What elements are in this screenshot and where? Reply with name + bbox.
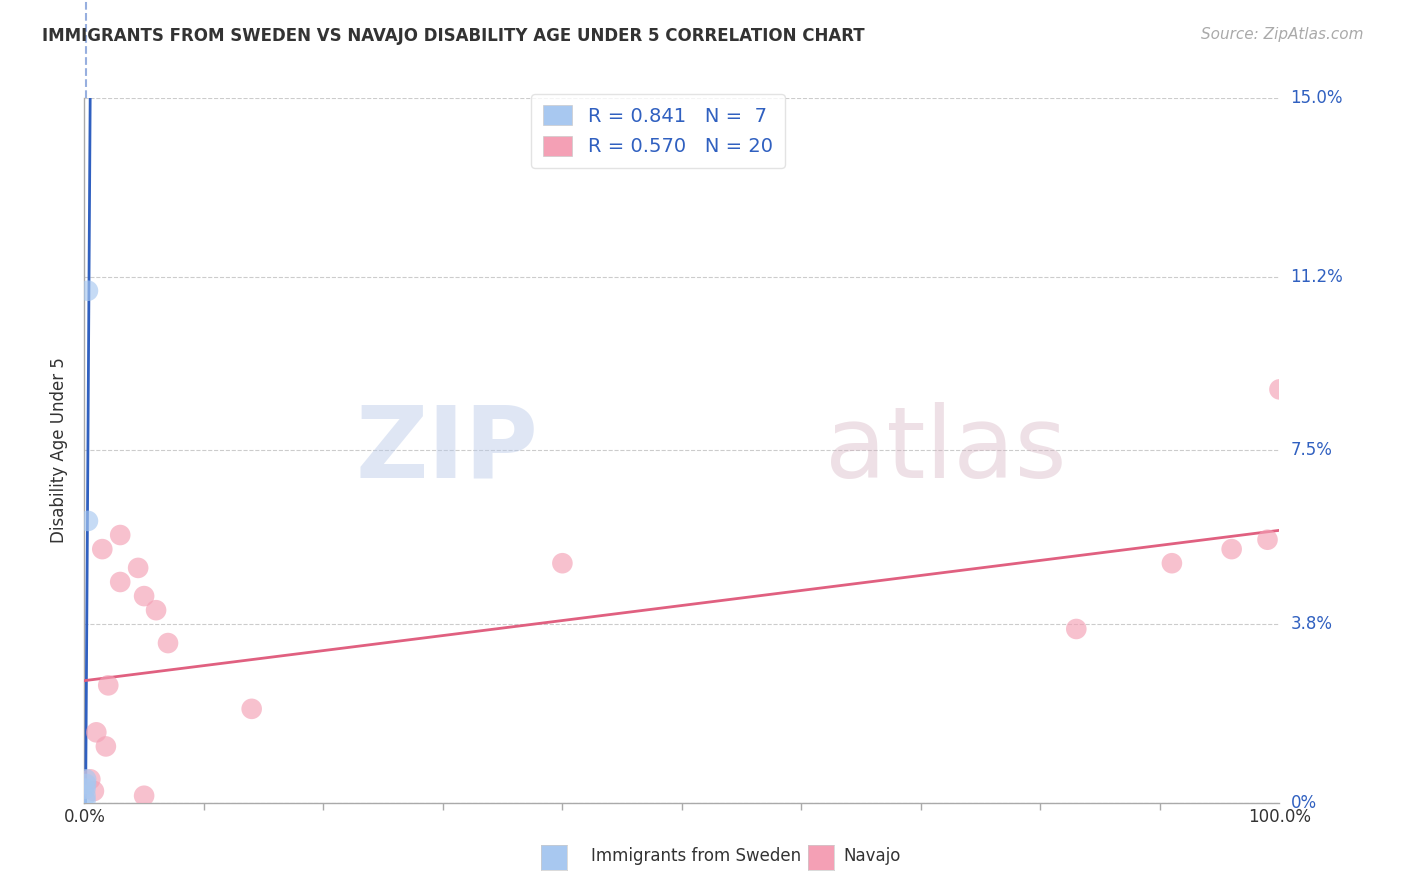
Text: 11.2%: 11.2% [1291,268,1343,285]
Point [94,739,117,754]
Point [132,789,156,803]
Point [91,542,114,557]
Text: Navajo: Navajo [844,847,901,865]
Text: IMMIGRANTS FROM SWEDEN VS NAVAJO DISABILITY AGE UNDER 5 CORRELATION CHART: IMMIGRANTS FROM SWEDEN VS NAVAJO DISABIL… [42,27,865,45]
Text: atlas: atlas [825,402,1067,499]
Point [97,678,120,692]
Text: 0%: 0% [1291,794,1316,812]
Point [1161,556,1184,570]
Point [110,574,132,589]
Point [132,589,156,603]
Point [77,514,100,528]
Point [79,772,101,787]
Point [77,284,100,298]
Point [127,561,149,575]
Text: ZIP: ZIP [356,402,538,499]
Point [1220,542,1243,557]
Point [110,528,132,542]
Point [1268,383,1291,397]
Text: Source: ZipAtlas.com: Source: ZipAtlas.com [1201,27,1364,42]
Legend: R = 0.841   N =  7, R = 0.570   N = 20: R = 0.841 N = 7, R = 0.570 N = 20 [531,94,785,168]
Point [75,777,97,791]
Y-axis label: Disability Age Under 5: Disability Age Under 5 [51,358,69,543]
Point [551,556,574,570]
Text: 7.5%: 7.5% [1291,442,1333,459]
Point [157,636,180,650]
Text: 15.0%: 15.0% [1291,89,1343,107]
Point [75,789,97,803]
Text: Immigrants from Sweden: Immigrants from Sweden [591,847,800,865]
Point [75,793,97,807]
Text: 3.8%: 3.8% [1291,615,1333,633]
Point [83,784,105,798]
Point [1257,533,1279,547]
Point [240,702,263,716]
Point [75,781,97,796]
Point [145,603,167,617]
Point [1066,622,1088,636]
Point [86,725,108,739]
Point [75,772,97,787]
